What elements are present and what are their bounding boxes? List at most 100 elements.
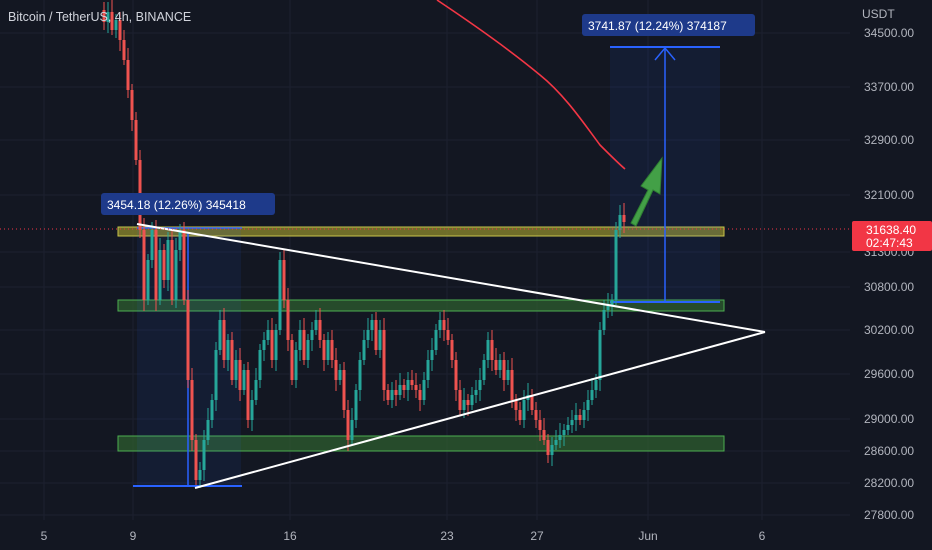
- candle-body: [462, 400, 466, 410]
- candle-body: [506, 370, 510, 380]
- candle-body: [122, 40, 126, 60]
- price-tick-label: 30800.00: [864, 280, 914, 294]
- candle-body: [606, 305, 610, 310]
- price-tick-label: 32900.00: [864, 133, 914, 147]
- candle-body: [346, 410, 350, 440]
- candle-body: [134, 120, 138, 160]
- measure-right-arrowhead: [654, 46, 676, 61]
- candle-body: [522, 400, 526, 420]
- candle-body: [302, 330, 306, 360]
- candle-body: [446, 330, 450, 340]
- candle-body: [574, 415, 578, 420]
- candle-body: [406, 380, 410, 390]
- candle-body: [182, 230, 186, 300]
- candle-body: [130, 90, 134, 120]
- candle-body: [362, 340, 366, 360]
- candle-body: [374, 320, 378, 350]
- candle-body: [494, 360, 498, 370]
- candle-body: [610, 300, 614, 305]
- support-resistance-zones[interactable]: [117, 226, 725, 452]
- candle-body: [582, 410, 586, 420]
- candle-body: [198, 470, 202, 480]
- price-zone[interactable]: [117, 299, 725, 312]
- candle-body: [270, 330, 274, 360]
- candle-body: [466, 400, 470, 405]
- candle-body: [242, 370, 246, 390]
- candle-body: [210, 400, 214, 420]
- candle-body: [534, 410, 538, 420]
- upper-trendline: [136, 223, 766, 333]
- time-tick-label: 23: [440, 529, 454, 543]
- price-axis[interactable]: 27800.00 28200.00 28600.00 29000.00 29600.00…: [864, 26, 914, 522]
- time-axis[interactable]: 5 9 16 23 27 Jun 6: [41, 529, 766, 543]
- current-price-tag: 31638.40 02:47:43: [852, 221, 932, 251]
- candle-body: [334, 360, 338, 380]
- candle-body: [590, 390, 594, 400]
- time-tick-label: 6: [759, 529, 766, 543]
- candle-body: [498, 360, 502, 370]
- price-zone[interactable]: [117, 226, 725, 237]
- candle-body: [258, 350, 262, 380]
- candle-body: [502, 360, 506, 380]
- candle-body: [186, 300, 190, 380]
- candle-body: [586, 400, 590, 410]
- candle-body: [422, 380, 426, 400]
- candle-body: [114, 20, 118, 30]
- countdown-value: 02:47:43: [866, 236, 913, 250]
- candles: [102, 0, 626, 488]
- candle-body: [170, 240, 174, 300]
- candle-body: [394, 390, 398, 395]
- moving-average-line[interactable]: [436, 0, 626, 170]
- candle-body: [602, 310, 606, 330]
- price-tick-label: 32100.00: [864, 188, 914, 202]
- candle-body: [490, 340, 494, 360]
- candle-body: [146, 260, 150, 300]
- candle-body: [118, 20, 122, 40]
- candle-body: [538, 420, 542, 430]
- candle-body: [126, 60, 130, 90]
- candle-body: [290, 340, 294, 380]
- candle-body: [550, 445, 554, 455]
- candle-body: [510, 370, 514, 400]
- candle-body: [162, 250, 166, 280]
- measure-label-left-text: 3454.18 (12.26%) 345418: [107, 198, 246, 212]
- candle-body: [474, 390, 478, 395]
- candle-body: [102, 10, 106, 22]
- candle-body: [202, 440, 206, 470]
- currency-label: USDT: [862, 7, 895, 21]
- candle-body: [246, 370, 250, 420]
- price-tick-label: 33700.00: [864, 80, 914, 94]
- candle-body: [218, 320, 222, 350]
- candle-body: [598, 330, 602, 380]
- candle-body: [174, 250, 178, 300]
- price-tick-label: 29600.00: [864, 367, 914, 381]
- candle-body: [390, 390, 394, 400]
- measure-tools[interactable]: [133, 46, 720, 487]
- candle-body: [226, 340, 230, 360]
- candle-body: [214, 350, 218, 400]
- price-tick-label: 34500.00: [864, 26, 914, 40]
- candle-body: [486, 340, 490, 360]
- candle-body: [482, 360, 486, 380]
- price-zone[interactable]: [117, 435, 725, 452]
- candle-body: [414, 385, 418, 390]
- candle-body: [546, 440, 550, 455]
- price-axis-bg: [850, 0, 932, 520]
- candle-body: [330, 340, 334, 360]
- candle-body: [222, 320, 226, 360]
- price-tick-label: 28600.00: [864, 444, 914, 458]
- triangle-trendlines[interactable]: [136, 223, 766, 489]
- candle-body: [402, 385, 406, 390]
- candle-body: [566, 425, 570, 430]
- candle-body: [318, 320, 322, 340]
- candle-body: [110, 12, 114, 30]
- candle-body: [434, 330, 438, 350]
- candle-body: [354, 390, 358, 420]
- candle-body: [430, 350, 434, 360]
- current-price-value: 31638.40: [866, 223, 916, 237]
- candle-body: [562, 430, 566, 435]
- candle-body: [250, 400, 254, 420]
- candle-body: [554, 440, 558, 445]
- candle-body: [338, 370, 342, 380]
